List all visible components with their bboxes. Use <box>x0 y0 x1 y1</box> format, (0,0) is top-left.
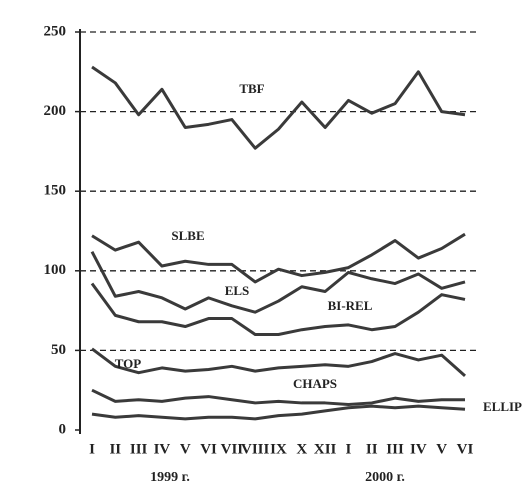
y-tick-label: 50 <box>51 342 66 358</box>
y-tick-label: 250 <box>44 23 67 39</box>
x-tick-label: VI <box>200 441 217 457</box>
x-tick-label: I <box>89 441 95 457</box>
y-tick-label: 0 <box>59 421 67 437</box>
series-line <box>91 404 466 421</box>
series-line <box>91 388 465 407</box>
series-line <box>91 347 466 377</box>
series-label: BI-REL <box>328 298 373 313</box>
x-tick-label: VII <box>221 441 244 457</box>
x-tick-label: IV <box>410 441 427 457</box>
series-label: TBF <box>239 81 264 96</box>
year-label: 1999 г. <box>150 470 190 485</box>
x-tick-label: X <box>296 441 307 457</box>
year-label: 2000 г. <box>365 470 405 485</box>
y-tick-label: 150 <box>44 183 67 199</box>
series-label: SLBE <box>171 228 204 243</box>
series-line <box>90 282 466 336</box>
series-label: CHAPS <box>293 376 337 391</box>
x-tick-label: III <box>130 441 148 457</box>
series-label: ELLIP <box>483 399 522 414</box>
y-tick-label: 200 <box>44 103 67 119</box>
x-tick-label: IX <box>270 441 287 457</box>
x-tick-label: I <box>346 441 352 457</box>
x-tick-label: IV <box>154 441 171 457</box>
x-tick-label: VI <box>457 441 474 457</box>
series-line <box>91 232 466 284</box>
x-tick-label: II <box>109 441 121 457</box>
x-tick-label: V <box>436 441 447 457</box>
series-label: ELS <box>225 283 250 298</box>
series-line <box>90 251 466 314</box>
x-tick-label: XII <box>314 441 337 457</box>
x-tick-label: VIII <box>241 441 270 457</box>
y-tick-label: 100 <box>44 262 67 278</box>
x-tick-label: V <box>180 441 191 457</box>
series-label: TOP <box>115 356 142 371</box>
series-line <box>91 65 466 150</box>
x-tick-label: III <box>386 441 404 457</box>
x-tick-label: II <box>366 441 378 457</box>
